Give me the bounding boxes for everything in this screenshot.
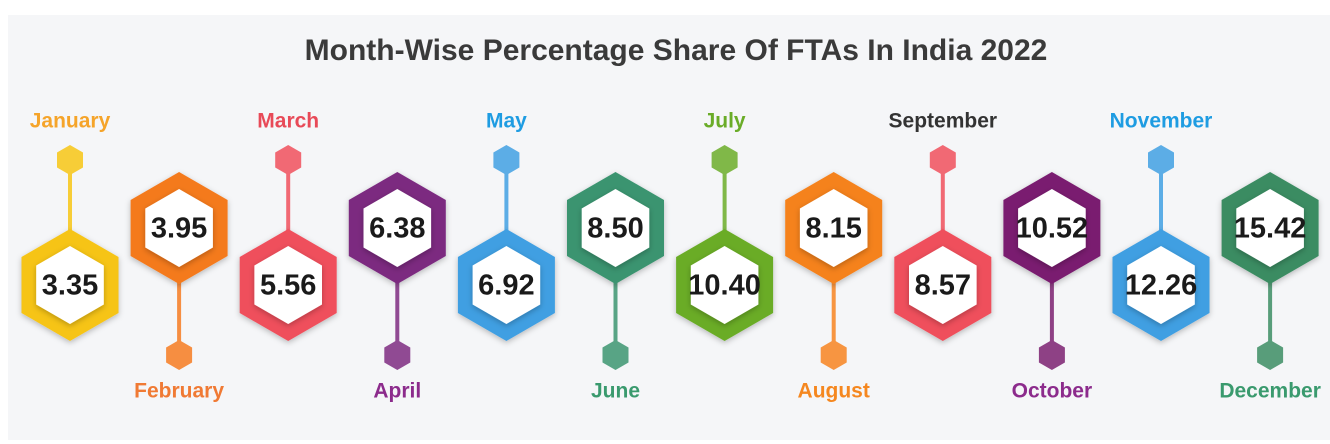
small-hexagon [711, 145, 738, 175]
small-hexagon [1257, 340, 1284, 370]
month-label: March [257, 110, 319, 133]
value-label: 6.38 [369, 213, 425, 245]
value-label: 3.35 [42, 270, 98, 302]
small-hexagon [384, 340, 411, 370]
month-label: August [798, 380, 870, 403]
small-hexagon [820, 340, 847, 370]
month-label: November [1110, 110, 1213, 133]
hexagon-inner [1127, 246, 1195, 324]
value-label: 15.42 [1234, 213, 1307, 245]
hexagon-inner [690, 246, 759, 324]
month-label: May [486, 110, 527, 133]
hexagon-inner [799, 189, 868, 267]
small-hexagon [602, 340, 629, 370]
hexagon-inner [909, 246, 977, 324]
value-label: 5.56 [260, 270, 316, 302]
hexagon-inner [472, 246, 541, 324]
month-label: December [1219, 380, 1321, 403]
small-hexagon [1148, 145, 1174, 175]
value-label: 12.26 [1125, 270, 1198, 302]
value-label: 6.92 [478, 270, 534, 302]
month-label: October [1012, 380, 1093, 403]
small-hexagon [929, 145, 956, 175]
month-label: January [30, 110, 111, 133]
value-label: 3.95 [151, 213, 207, 245]
value-label: 10.40 [688, 270, 761, 302]
hexagon-inner [145, 189, 213, 267]
hexagon-inner [1236, 189, 1304, 267]
small-hexagon [166, 340, 193, 370]
hexagon-inner [36, 246, 104, 324]
hexagon-inner [254, 246, 322, 324]
month-label: April [373, 380, 421, 403]
panel [8, 15, 1330, 440]
small-hexagon [275, 145, 302, 175]
value-label: 8.15 [805, 213, 861, 245]
small-hexagon [493, 145, 520, 175]
small-hexagon [1038, 340, 1065, 370]
small-hexagon [57, 145, 83, 175]
value-label: 8.57 [915, 270, 971, 302]
month-label: June [591, 380, 640, 403]
chart-title: Month-Wise Percentage Share Of FTAs In I… [305, 34, 1048, 67]
month-label: September [889, 110, 998, 133]
month-label: July [704, 110, 746, 133]
hexagon-inner [363, 189, 432, 267]
value-label: 10.52 [1016, 213, 1089, 245]
hexagon-inner [1018, 189, 1086, 267]
value-label: 8.50 [587, 213, 643, 245]
month-label: February [134, 380, 224, 403]
hexagon-inner [581, 189, 650, 267]
